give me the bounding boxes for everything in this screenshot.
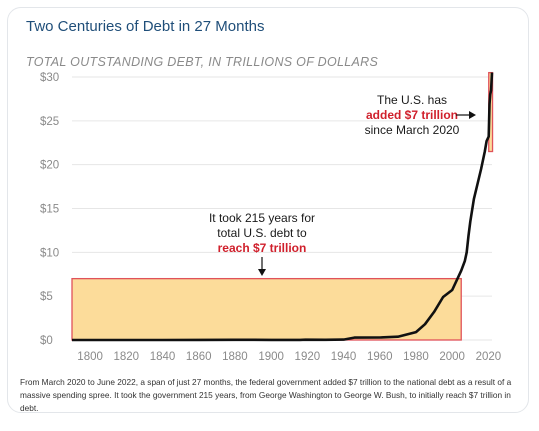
highlight-first-7-trillion bbox=[71, 277, 462, 341]
chart-card: Two Centuries of Debt in 27 Months TOTAL… bbox=[7, 7, 529, 413]
annotation-left-line1: It took 215 years for bbox=[209, 211, 315, 225]
x-tick-label: 1900 bbox=[258, 351, 284, 363]
y-tick-label: $10 bbox=[40, 247, 59, 259]
y-tick-label: $5 bbox=[40, 291, 53, 303]
x-tick-label: 1820 bbox=[114, 351, 140, 363]
y-tick-label: $30 bbox=[40, 72, 59, 84]
y-tick-label: $0 bbox=[40, 335, 53, 347]
x-tick-label: 2000 bbox=[439, 351, 465, 363]
x-tick-label: 2020 bbox=[476, 351, 502, 363]
y-tick-label: $20 bbox=[40, 160, 59, 172]
annotation-left-arrow-head bbox=[258, 269, 266, 276]
y-tick-label: $25 bbox=[40, 116, 59, 128]
debt-series-line bbox=[72, 72, 494, 342]
y-tick-label: $15 bbox=[40, 204, 59, 216]
x-tick-label: 1920 bbox=[295, 351, 321, 363]
annotation-right-arrow-head bbox=[469, 111, 476, 119]
x-tick-label: 1860 bbox=[186, 351, 212, 363]
chart-title: Two Centuries of Debt in 27 Months bbox=[26, 18, 265, 35]
x-tick-label: 1800 bbox=[77, 351, 103, 363]
x-tick-label: 1840 bbox=[150, 351, 176, 363]
chart-caption: From March 2020 to June 2022, a span of … bbox=[20, 377, 512, 413]
annotation-left-line2: total U.S. debt to bbox=[217, 226, 307, 240]
x-tick-label: 1960 bbox=[367, 351, 393, 363]
x-tick-label: 1880 bbox=[222, 351, 248, 363]
x-tick-label: 1940 bbox=[331, 351, 357, 363]
annotation-left-line3: reach $7 trillion bbox=[218, 241, 307, 255]
annotation-right-line3: since March 2020 bbox=[365, 123, 460, 137]
chart-subtitle: TOTAL OUTSTANDING DEBT, IN TRILLIONS OF … bbox=[26, 55, 379, 69]
annotation-right-line1: The U.S. has bbox=[377, 93, 447, 107]
x-tick-label: 1980 bbox=[403, 351, 429, 363]
annotation-right-line2: added $7 trillion bbox=[366, 108, 458, 122]
